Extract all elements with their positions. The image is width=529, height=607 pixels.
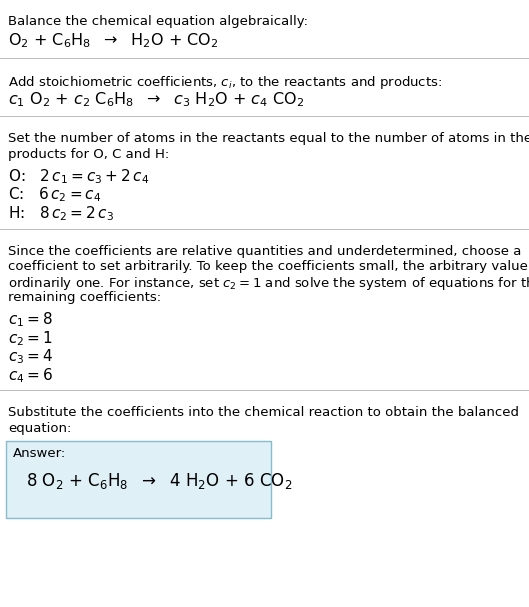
Text: O$_2$ + C$_6$H$_8$  $\rightarrow$  H$_2$O + CO$_2$: O$_2$ + C$_6$H$_8$ $\rightarrow$ H$_2$O … bbox=[8, 32, 218, 50]
Text: Balance the chemical equation algebraically:: Balance the chemical equation algebraica… bbox=[8, 15, 308, 28]
Text: equation:: equation: bbox=[8, 422, 71, 435]
Text: $c_2 = 1$: $c_2 = 1$ bbox=[8, 329, 52, 348]
Text: Substitute the coefficients into the chemical reaction to obtain the balanced: Substitute the coefficients into the che… bbox=[8, 407, 519, 419]
Text: C:   $6\,c_2 = c_4$: C: $6\,c_2 = c_4$ bbox=[8, 186, 102, 204]
Text: H:   $8\,c_2 = 2\,c_3$: H: $8\,c_2 = 2\,c_3$ bbox=[8, 204, 114, 223]
Text: products for O, C and H:: products for O, C and H: bbox=[8, 148, 169, 160]
Text: $c_3 = 4$: $c_3 = 4$ bbox=[8, 347, 53, 366]
Text: Answer:: Answer: bbox=[13, 447, 66, 461]
FancyBboxPatch shape bbox=[6, 441, 271, 518]
Text: Add stoichiometric coefficients, $c_i$, to the reactants and products:: Add stoichiometric coefficients, $c_i$, … bbox=[8, 73, 442, 90]
Text: remaining coefficients:: remaining coefficients: bbox=[8, 291, 161, 304]
Text: $c_1 = 8$: $c_1 = 8$ bbox=[8, 311, 53, 329]
Text: Since the coefficients are relative quantities and underdetermined, choose a: Since the coefficients are relative quan… bbox=[8, 245, 522, 257]
Text: 8 O$_2$ + C$_6$H$_8$  $\rightarrow$  4 H$_2$O + 6 CO$_2$: 8 O$_2$ + C$_6$H$_8$ $\rightarrow$ 4 H$_… bbox=[26, 472, 293, 492]
Text: O:   $2\,c_1 = c_3 + 2\,c_4$: O: $2\,c_1 = c_3 + 2\,c_4$ bbox=[8, 167, 149, 186]
Text: $c_4 = 6$: $c_4 = 6$ bbox=[8, 366, 53, 385]
Text: Set the number of atoms in the reactants equal to the number of atoms in the: Set the number of atoms in the reactants… bbox=[8, 132, 529, 145]
Text: $c_1$ O$_2$ + $c_2$ C$_6$H$_8$  $\rightarrow$  $c_3$ H$_2$O + $c_4$ CO$_2$: $c_1$ O$_2$ + $c_2$ C$_6$H$_8$ $\rightar… bbox=[8, 90, 304, 109]
Text: coefficient to set arbitrarily. To keep the coefficients small, the arbitrary va: coefficient to set arbitrarily. To keep … bbox=[8, 260, 529, 273]
Text: ordinarily one. For instance, set $c_2 = 1$ and solve the system of equations fo: ordinarily one. For instance, set $c_2 =… bbox=[8, 276, 529, 293]
